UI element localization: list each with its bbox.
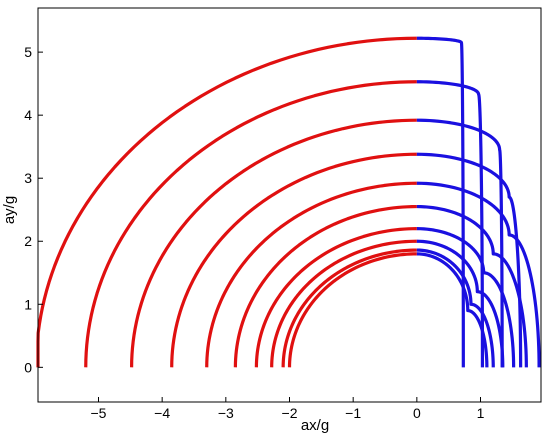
envelope-left-3: [130, 118, 417, 368]
y-axis-title: ay/g: [1, 196, 18, 224]
envelope-right-6: [416, 204, 528, 368]
envelope-left-10: [287, 252, 417, 368]
x-tick-label: −3: [218, 405, 234, 421]
envelope-left-2: [84, 80, 417, 368]
y-tick-label: 4: [24, 107, 32, 123]
x-tick-label: 0: [413, 405, 421, 421]
plot-area-frame: [37, 7, 542, 403]
envelope-right-1: [416, 36, 465, 368]
x-tick-label: −2: [282, 405, 298, 421]
envelope-right-7: [416, 227, 516, 368]
envelope-left-6: [233, 204, 417, 368]
envelope-right-9: [416, 248, 495, 368]
envelope-right-2: [416, 80, 485, 368]
envelope-left-1: [36, 36, 417, 368]
x-tick-label: 1: [477, 405, 485, 421]
envelope-left-5: [205, 181, 417, 368]
y-tick-label: 3: [24, 170, 32, 186]
envelope-right-5: [416, 181, 541, 368]
envelope-left-4: [170, 152, 417, 368]
y-tick-label: 1: [24, 296, 32, 312]
x-tick-label: −1: [345, 405, 361, 421]
envelope-right-4: [416, 152, 523, 368]
ticks-layer: −5 −4 −3 −2 −1 0 1 0 1 2 3 4 5: [24, 44, 484, 421]
x-tick-label: −5: [91, 405, 107, 421]
y-tick-label: 5: [24, 44, 32, 60]
envelope-left-8: [270, 239, 417, 368]
x-axis-title: ax/g: [301, 417, 329, 434]
x-tick-label: −4: [154, 405, 170, 421]
y-tick-label: 0: [24, 359, 32, 375]
envelope-left-9: [281, 248, 417, 368]
envelope-right-10: [416, 252, 489, 368]
y-tick-label: 2: [24, 233, 32, 249]
envelope-left-7: [254, 227, 417, 368]
envelope-right-8: [416, 239, 505, 368]
series-layer: [36, 36, 541, 368]
